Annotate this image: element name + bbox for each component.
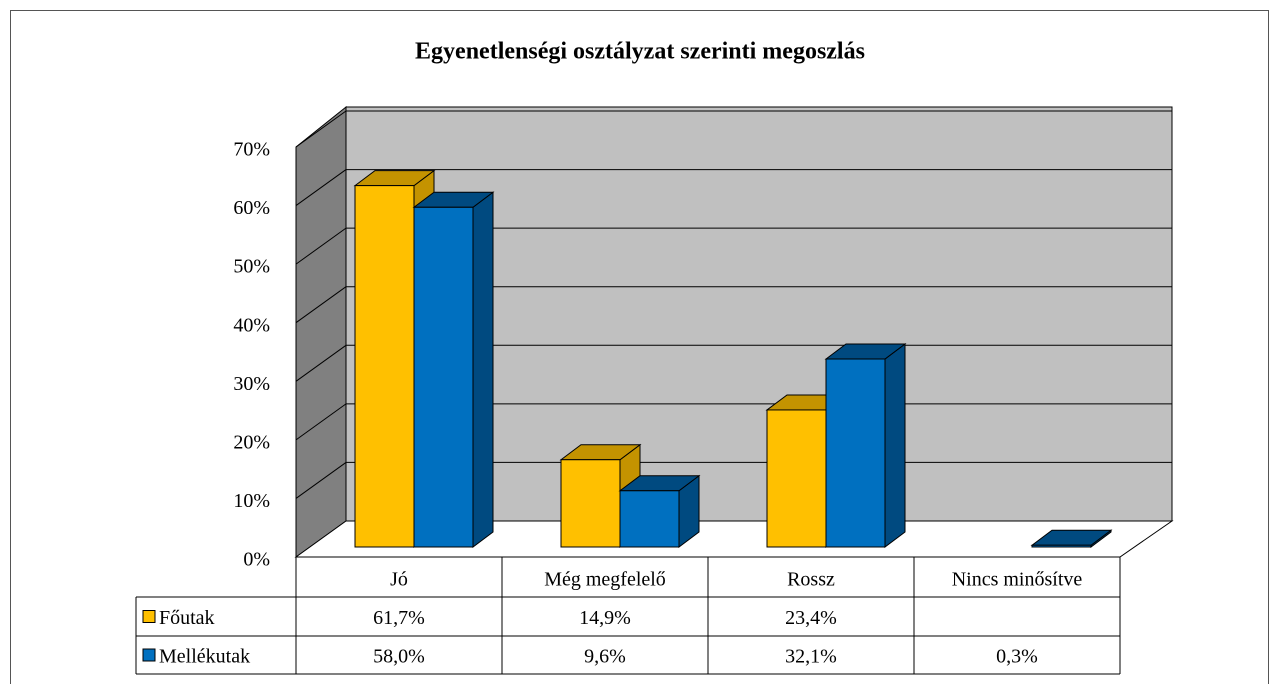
grid-line [295, 403, 347, 441]
bar [766, 409, 827, 548]
bar [560, 459, 621, 548]
bar [354, 185, 415, 548]
legend-label: Mellékutak [159, 646, 250, 668]
y-tick-label: 20% [233, 431, 270, 453]
y-tick-label: 40% [233, 314, 270, 336]
legend-key [142, 648, 156, 662]
bar [413, 206, 474, 548]
data-label: 0,3% [996, 646, 1038, 668]
x-tick-label: Rossz [787, 569, 835, 591]
x-tick-label: Még megfelelő [544, 569, 666, 591]
y-tick-label: 30% [233, 373, 270, 395]
legend-key [142, 610, 156, 623]
data-label: 58,0% [373, 646, 425, 668]
data-label: 32,1% [785, 646, 837, 668]
y-tick-label: 0% [243, 549, 270, 571]
y-tick-label: 10% [233, 490, 270, 512]
legend-label: Főutak [159, 607, 215, 629]
x-tick-label: Nincs minősítve [952, 569, 1083, 591]
x-tick-label: Jó [390, 569, 408, 591]
chart-title: Egyenetlenségi osztályzat szerinti megos… [415, 39, 865, 65]
floor [294, 520, 1174, 558]
data-label: 14,9% [579, 607, 631, 629]
y-tick-label: 70% [233, 139, 270, 161]
bar [825, 358, 886, 548]
grid-line [295, 344, 347, 382]
grid-line [295, 169, 347, 206]
bar [1031, 544, 1092, 548]
data-label: 61,7% [373, 607, 425, 629]
y-tick-label: 60% [233, 197, 270, 219]
bar [619, 490, 680, 548]
data-label: 23,4% [785, 607, 837, 629]
bar-side [472, 191, 494, 548]
bar-side [884, 342, 906, 548]
grid-line [295, 462, 347, 499]
y-tick-label: 50% [233, 256, 270, 278]
grid-line [295, 227, 347, 265]
grid-line [295, 286, 347, 324]
grid-line [295, 110, 347, 148]
data-label: 9,6% [584, 646, 626, 668]
